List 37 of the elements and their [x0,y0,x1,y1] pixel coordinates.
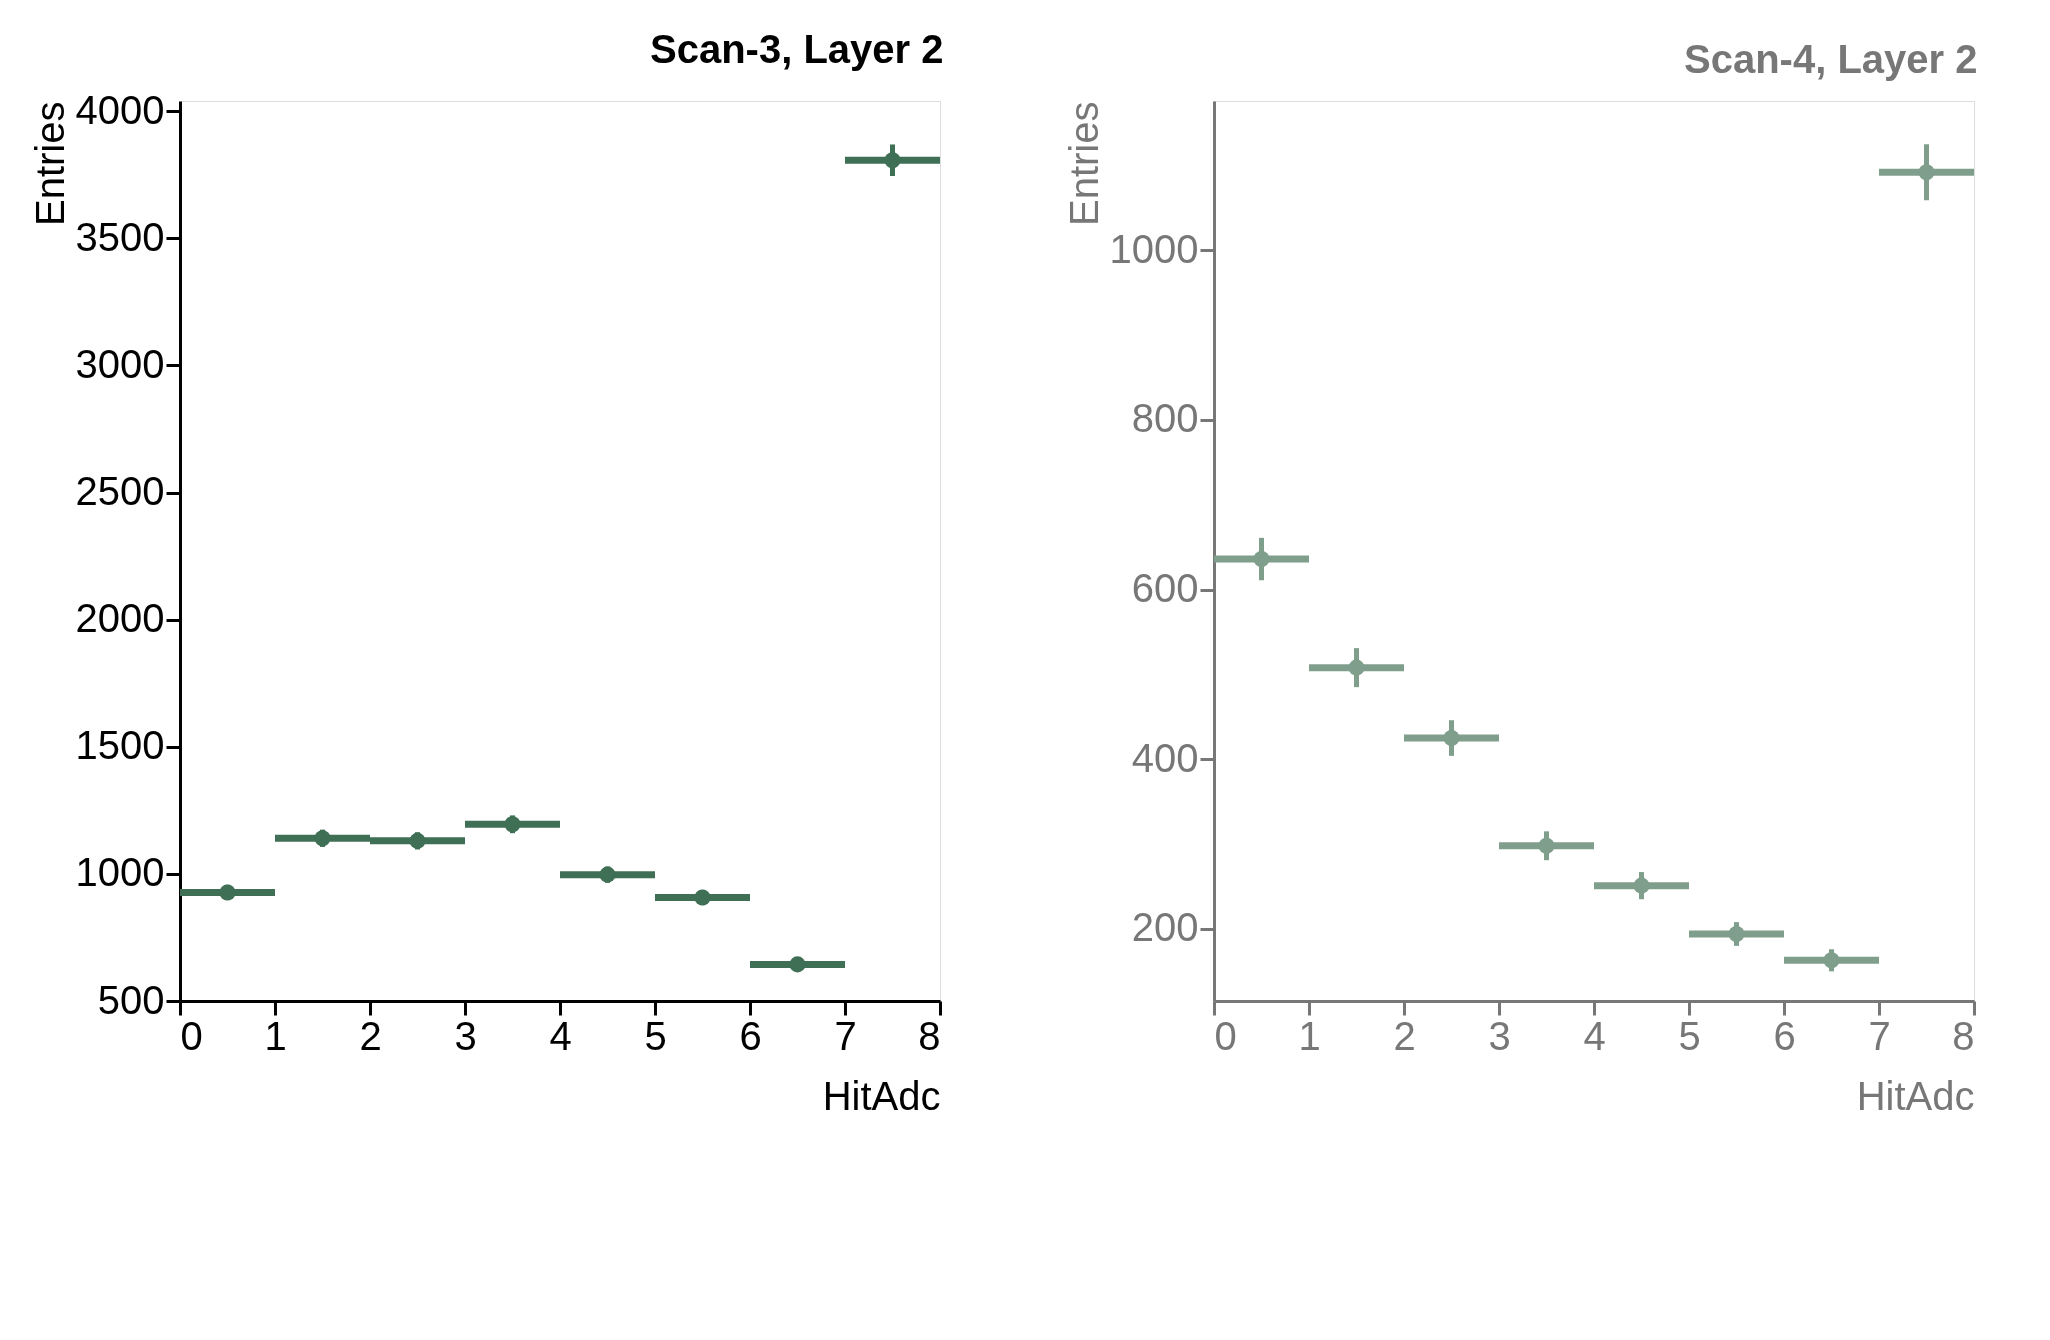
x-tick-label: 8 [918,1013,941,1058]
chart-title: Scan-3, Layer 2 [650,27,944,72]
y-tick-label: 1500 [75,723,165,768]
y-tick-label: 600 [1131,566,1199,611]
x-tick-label: 2 [359,1013,382,1058]
x-tick-label: 2 [1393,1013,1416,1058]
x-tick-label: 4 [1583,1013,1606,1058]
x-axis-title: HitAdc [822,1073,941,1118]
y-tick-label: 3500 [75,214,165,259]
y-tick-label: 1000 [1109,226,1199,271]
y-tick-label: 800 [1131,396,1199,441]
x-tick-label: 8 [1952,1013,1975,1058]
y-tick-label: 2000 [75,596,165,641]
y-tick-label: 400 [1131,735,1199,780]
x-tick-label: 3 [1488,1013,1511,1058]
x-tick-label: 1 [1298,1013,1321,1058]
y-tick-label: 3000 [75,341,165,386]
x-tick-label: 5 [644,1013,667,1058]
x-tick-label: 0 [180,1013,203,1058]
x-tick-label: 0 [1214,1013,1237,1058]
y-tick-label: 4000 [75,87,165,132]
x-tick-label: 1 [264,1013,287,1058]
y-axis-title: Entries [27,101,72,226]
y-tick-label: 1000 [75,850,165,895]
y-tick-label: 500 [97,977,165,1022]
x-tick-label: 7 [834,1013,857,1058]
x-tick-label: 4 [549,1013,572,1058]
x-tick-label: 5 [1678,1013,1701,1058]
x-axis-title: HitAdc [1856,1073,1975,1118]
y-tick-label: 200 [1131,905,1199,950]
x-tick-label: 6 [739,1013,762,1058]
chart-title: Scan-4, Layer 2 [1684,37,1978,81]
x-tick-label: 6 [1773,1013,1796,1058]
x-tick-label: 3 [454,1013,477,1058]
y-axis-title: Entries [1061,101,1106,226]
x-tick-label: 7 [1868,1013,1891,1058]
y-tick-label: 2500 [75,469,165,514]
